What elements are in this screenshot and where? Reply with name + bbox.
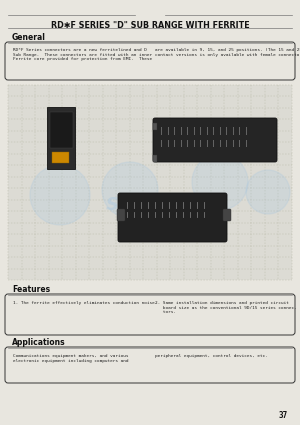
Circle shape <box>102 162 158 218</box>
FancyBboxPatch shape <box>118 193 227 242</box>
Circle shape <box>246 170 290 214</box>
FancyBboxPatch shape <box>5 42 295 80</box>
FancyBboxPatch shape <box>153 155 157 162</box>
Text: S  I  T  U: S I T U <box>106 196 190 214</box>
FancyBboxPatch shape <box>153 118 277 162</box>
FancyBboxPatch shape <box>5 294 295 335</box>
Text: Applications: Applications <box>12 338 66 347</box>
Text: RD✱F SERIES "D" SUB RANGE WITH FERRITE: RD✱F SERIES "D" SUB RANGE WITH FERRITE <box>51 21 249 30</box>
Circle shape <box>30 165 90 225</box>
FancyBboxPatch shape <box>52 151 68 162</box>
FancyBboxPatch shape <box>5 347 295 383</box>
Text: General: General <box>12 33 46 42</box>
FancyBboxPatch shape <box>153 123 157 130</box>
FancyBboxPatch shape <box>8 85 292 280</box>
Text: Communications equipment makers, and various
electronic equipment including comp: Communications equipment makers, and var… <box>13 354 128 363</box>
Text: RD*F Series connectors are a new ferritelined and D
Sub Range.  These connectors: RD*F Series connectors are a new ferrite… <box>13 48 152 61</box>
Text: 2. Same installation dimensions and printed circuit
   board size as the convent: 2. Same installation dimensions and prin… <box>155 301 297 314</box>
Circle shape <box>192 154 248 210</box>
Text: 37: 37 <box>279 411 288 420</box>
Text: peripheral equipment, control devices, etc.: peripheral equipment, control devices, e… <box>155 354 268 358</box>
FancyBboxPatch shape <box>117 209 125 221</box>
FancyBboxPatch shape <box>50 111 73 147</box>
Text: are available in 9, 15, and 25 positions. (The 15 and 25
contact versions is onl: are available in 9, 15, and 25 positions… <box>155 48 300 57</box>
Text: Features: Features <box>12 285 50 294</box>
Text: 1. The ferrite effectively eliminates conduction noise.: 1. The ferrite effectively eliminates co… <box>13 301 158 305</box>
FancyBboxPatch shape <box>223 209 231 221</box>
FancyBboxPatch shape <box>47 107 75 169</box>
